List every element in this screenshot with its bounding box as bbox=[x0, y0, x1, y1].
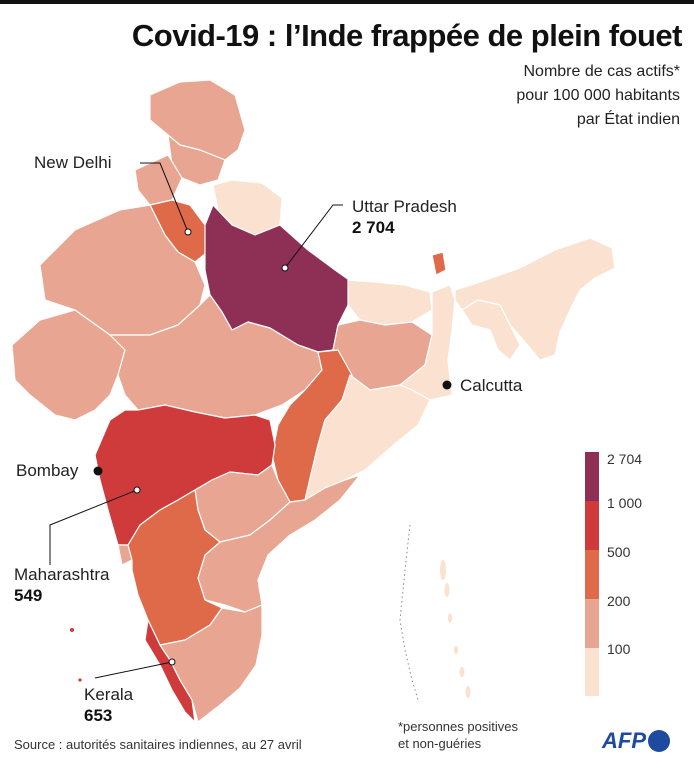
subtitle-line-1: Nombre de cas actifs* bbox=[523, 63, 680, 80]
label-calcutta: Calcutta bbox=[460, 376, 523, 395]
region-gujarat bbox=[11, 309, 126, 421]
region-northeast bbox=[454, 237, 616, 361]
region-tamil-nadu bbox=[159, 604, 263, 723]
andaman-islands bbox=[440, 560, 471, 698]
legend-tick-2704: 2 704 bbox=[607, 451, 643, 467]
afp-logo-text: AFP bbox=[602, 728, 646, 753]
leader-kerala bbox=[94, 661, 173, 679]
legend-tick-200: 200 bbox=[607, 593, 631, 609]
maritime-boundary bbox=[399, 524, 419, 701]
region-west-bengal bbox=[399, 284, 456, 401]
region-jammu-kashmir bbox=[149, 79, 246, 161]
marker-uttar-pradesh bbox=[281, 264, 289, 272]
afp-logo: AFP bbox=[602, 728, 670, 754]
region-bihar bbox=[347, 279, 433, 326]
marker-calcutta bbox=[442, 380, 452, 390]
legend-swatch-high bbox=[585, 501, 599, 550]
subtitle-line-2: pour 100 000 habitants bbox=[516, 87, 680, 104]
marker-maharashtra bbox=[133, 486, 141, 494]
region-lakshadweep bbox=[70, 628, 74, 632]
legend-swatch-mid bbox=[585, 550, 599, 599]
leader-uttar-pradesh bbox=[284, 204, 343, 269]
marker-kerala bbox=[168, 658, 176, 666]
region-karnataka bbox=[127, 489, 223, 646]
subtitle-line-3: par État indien bbox=[576, 111, 680, 128]
label-bombay: Bombay bbox=[16, 461, 79, 480]
leader-new-delhi bbox=[140, 162, 189, 233]
top-rule bbox=[0, 0, 694, 4]
subtitle: Nombre de cas actifs* pour 100 000 habit… bbox=[516, 60, 680, 132]
legend-tick-500: 500 bbox=[607, 544, 631, 560]
region-odisha bbox=[304, 374, 431, 501]
legend-swatch-low bbox=[585, 599, 599, 648]
label-uttar-pradesh: Uttar Pradesh bbox=[352, 197, 457, 216]
label-maharashtra: Maharashtra bbox=[14, 565, 110, 584]
source-credit: Source : autorités sanitaires indiennes,… bbox=[14, 737, 302, 752]
footnote-line-1: *personnes positives bbox=[398, 719, 518, 734]
label-new-delhi: New Delhi bbox=[34, 153, 112, 172]
region-sikkim bbox=[431, 251, 447, 276]
region-lakshadweep-2 bbox=[78, 678, 82, 682]
page-title: Covid-19 : l’Inde frappée de plein fouet bbox=[131, 18, 683, 53]
marker-bombay bbox=[93, 466, 103, 476]
value-uttar-pradesh: 2 704 bbox=[352, 218, 395, 237]
legend-swatch-very-low bbox=[585, 648, 599, 696]
value-maharashtra: 549 bbox=[14, 586, 43, 605]
region-meghalaya-tripura bbox=[461, 299, 521, 361]
legend-tick-1000: 1 000 bbox=[607, 495, 643, 511]
legend-tick-100: 100 bbox=[607, 641, 631, 657]
legend-swatch-very-high bbox=[585, 452, 599, 501]
leader-maharashtra bbox=[49, 489, 138, 565]
value-kerala: 653 bbox=[84, 706, 113, 725]
marker-new-delhi bbox=[184, 228, 192, 236]
label-kerala: Kerala bbox=[84, 685, 134, 704]
afp-logo-dot bbox=[648, 730, 670, 752]
footnote: *personnes positives et non-guéries bbox=[398, 718, 518, 752]
footnote-line-2: et non-guéries bbox=[398, 736, 482, 751]
